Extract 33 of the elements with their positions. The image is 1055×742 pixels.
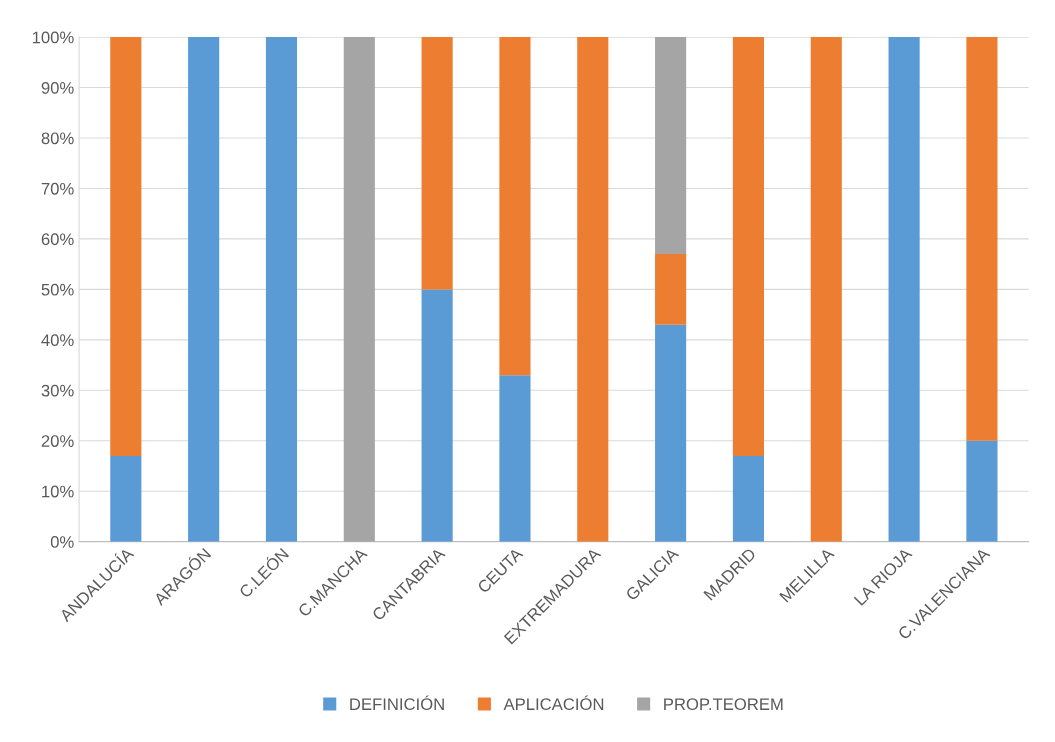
y-tick-label: 80% <box>41 132 74 145</box>
bar <box>499 375 531 542</box>
bar <box>966 37 998 441</box>
y-tick-label: 0% <box>50 536 74 548</box>
y-tick-label: 30% <box>41 384 74 397</box>
y-tick-label: 40% <box>41 334 74 347</box>
legend-label: DEFINICIÓN <box>350 695 444 711</box>
bar <box>732 455 765 542</box>
bar <box>810 37 842 542</box>
bar <box>343 37 375 542</box>
y-tick-label: 20% <box>41 435 74 447</box>
y-tick-label: 90% <box>41 81 74 94</box>
bar <box>888 37 920 542</box>
bar <box>732 37 765 456</box>
y-tick-label: 10% <box>42 485 74 498</box>
bar <box>188 37 220 542</box>
bar <box>655 254 687 325</box>
y-tick-label: 60% <box>41 233 74 246</box>
bar <box>421 37 453 290</box>
bar <box>655 37 687 255</box>
y-tick-label: 70% <box>41 182 74 195</box>
y-tick-label: 100% <box>32 31 74 44</box>
bar <box>110 37 142 456</box>
bar <box>655 324 687 542</box>
bar <box>966 440 998 542</box>
bar <box>577 37 609 542</box>
bar <box>110 455 142 542</box>
bar <box>265 37 298 542</box>
bar <box>499 37 531 376</box>
y-tick-label: 50% <box>41 283 74 296</box>
legend-label: PROP.TEOREM <box>664 698 783 711</box>
legend-label: APLICACIÓN <box>503 695 604 711</box>
bar <box>421 289 453 542</box>
